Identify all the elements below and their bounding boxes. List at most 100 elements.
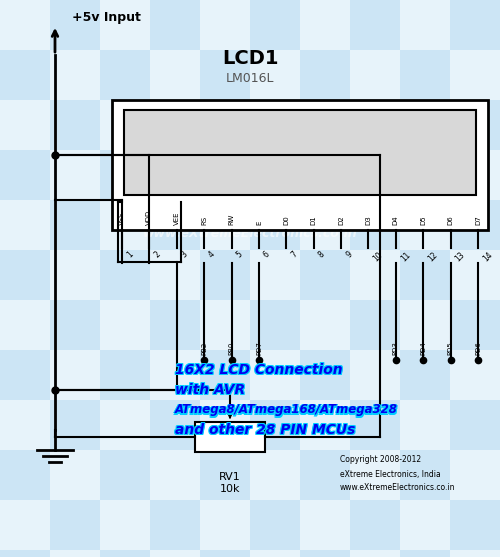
Bar bbox=[0, 0, 50, 50]
Text: RS: RS bbox=[201, 216, 207, 225]
Text: with AVR: with AVR bbox=[176, 382, 246, 396]
Text: PD6: PD6 bbox=[475, 341, 481, 355]
Text: PD3: PD3 bbox=[393, 341, 399, 355]
Text: PB0: PB0 bbox=[228, 341, 234, 355]
Bar bbox=[200, 500, 250, 550]
Bar bbox=[250, 550, 300, 557]
Bar bbox=[150, 550, 200, 557]
Bar bbox=[400, 100, 450, 150]
Bar bbox=[50, 50, 100, 100]
Bar bbox=[450, 350, 500, 400]
Bar bbox=[50, 550, 100, 557]
Bar bbox=[50, 150, 100, 200]
Bar bbox=[0, 500, 50, 550]
Text: VDD: VDD bbox=[146, 210, 152, 225]
Text: 10k: 10k bbox=[220, 484, 240, 494]
Text: 16X2 LCD Connection: 16X2 LCD Connection bbox=[175, 364, 342, 378]
Text: ATmega8/ATmega168/ATmega328: ATmega8/ATmega168/ATmega328 bbox=[175, 404, 398, 418]
Bar bbox=[100, 200, 150, 250]
Text: with AVR: with AVR bbox=[176, 384, 246, 398]
Text: with AVR: with AVR bbox=[174, 383, 244, 397]
Bar bbox=[100, 400, 150, 450]
Bar bbox=[200, 0, 250, 50]
Bar bbox=[350, 150, 400, 200]
Text: D3: D3 bbox=[366, 215, 372, 225]
Bar bbox=[200, 300, 250, 350]
Text: 3: 3 bbox=[180, 250, 190, 260]
Text: 16X2 LCD Connection: 16X2 LCD Connection bbox=[175, 362, 342, 376]
Text: and other 28 PIN MCUs: and other 28 PIN MCUs bbox=[176, 423, 356, 437]
Text: 16X2 LCD Connection: 16X2 LCD Connection bbox=[176, 364, 344, 378]
Bar bbox=[124, 110, 476, 195]
Text: D0: D0 bbox=[284, 215, 290, 225]
Text: 8: 8 bbox=[316, 250, 326, 260]
Text: and other 28 PIN MCUs: and other 28 PIN MCUs bbox=[175, 424, 356, 438]
Bar bbox=[200, 100, 250, 150]
Bar bbox=[400, 200, 450, 250]
Bar bbox=[250, 150, 300, 200]
Text: ATmega8/ATmega168/ATmega328: ATmega8/ATmega168/ATmega328 bbox=[174, 403, 397, 417]
Text: PD4: PD4 bbox=[420, 341, 426, 355]
Text: ATmega8/ATmega168/ATmega328: ATmega8/ATmega168/ATmega328 bbox=[175, 403, 398, 416]
Bar bbox=[250, 250, 300, 300]
Bar bbox=[150, 50, 200, 100]
Text: ATmega8/ATmega168/ATmega328: ATmega8/ATmega168/ATmega328 bbox=[176, 403, 399, 417]
Text: E: E bbox=[256, 221, 262, 225]
Text: 14: 14 bbox=[481, 250, 494, 263]
Text: 9: 9 bbox=[344, 250, 354, 260]
Bar bbox=[300, 200, 350, 250]
Text: LM016L: LM016L bbox=[226, 71, 274, 85]
Bar bbox=[200, 200, 250, 250]
Bar bbox=[150, 350, 200, 400]
Text: www.eXtremeElectronics.co.in: www.eXtremeElectronics.co.in bbox=[340, 483, 456, 492]
Bar bbox=[100, 500, 150, 550]
Text: and other 28 PIN MCUs: and other 28 PIN MCUs bbox=[174, 423, 354, 437]
Text: D4: D4 bbox=[393, 216, 399, 225]
Text: 16X2 LCD Connection: 16X2 LCD Connection bbox=[176, 362, 344, 376]
Text: and other 28 PIN MCUs: and other 28 PIN MCUs bbox=[175, 422, 356, 436]
Bar bbox=[450, 550, 500, 557]
Text: 16X2 LCD Connection: 16X2 LCD Connection bbox=[174, 364, 342, 378]
Text: 11: 11 bbox=[399, 250, 412, 263]
Bar bbox=[450, 150, 500, 200]
Bar bbox=[50, 450, 100, 500]
Text: and other 28 PIN MCUs: and other 28 PIN MCUs bbox=[174, 424, 354, 438]
Text: and other 28 PIN MCUs: and other 28 PIN MCUs bbox=[175, 423, 356, 437]
Text: with AVR: with AVR bbox=[175, 384, 245, 398]
Bar bbox=[350, 450, 400, 500]
Text: 4: 4 bbox=[207, 250, 217, 260]
Bar bbox=[150, 250, 200, 300]
Bar bbox=[350, 250, 400, 300]
Bar bbox=[100, 0, 150, 50]
Text: 5: 5 bbox=[234, 250, 244, 260]
Bar bbox=[150, 150, 200, 200]
Text: D6: D6 bbox=[448, 215, 454, 225]
Text: 10: 10 bbox=[372, 250, 384, 263]
Text: D1: D1 bbox=[310, 215, 316, 225]
Text: LCD1: LCD1 bbox=[222, 48, 278, 67]
Bar bbox=[300, 100, 350, 150]
Bar bbox=[450, 250, 500, 300]
Bar bbox=[450, 50, 500, 100]
Text: VSS: VSS bbox=[119, 212, 125, 225]
Text: ATmega8/ATmega168/ATmega328: ATmega8/ATmega168/ATmega328 bbox=[176, 403, 399, 416]
Text: and other 28 PIN MCUs: and other 28 PIN MCUs bbox=[174, 422, 354, 436]
Text: ATmega8/ATmega168/ATmega328: ATmega8/ATmega168/ATmega328 bbox=[174, 404, 397, 418]
Bar bbox=[250, 450, 300, 500]
Text: eXtreme Electronics, India: eXtreme Electronics, India bbox=[340, 470, 441, 478]
Bar bbox=[400, 300, 450, 350]
Text: 1: 1 bbox=[125, 250, 134, 260]
Bar bbox=[400, 500, 450, 550]
Text: www.eXtremeElectronics.co.in: www.eXtremeElectronics.co.in bbox=[142, 227, 358, 241]
Bar bbox=[50, 350, 100, 400]
Text: 2: 2 bbox=[152, 250, 162, 260]
Text: D5: D5 bbox=[420, 216, 426, 225]
Bar bbox=[50, 250, 100, 300]
Bar bbox=[350, 550, 400, 557]
Bar bbox=[150, 450, 200, 500]
Text: and other 28 PIN MCUs: and other 28 PIN MCUs bbox=[176, 422, 356, 436]
Bar bbox=[300, 500, 350, 550]
Bar bbox=[350, 50, 400, 100]
Bar bbox=[100, 100, 150, 150]
Bar bbox=[350, 350, 400, 400]
